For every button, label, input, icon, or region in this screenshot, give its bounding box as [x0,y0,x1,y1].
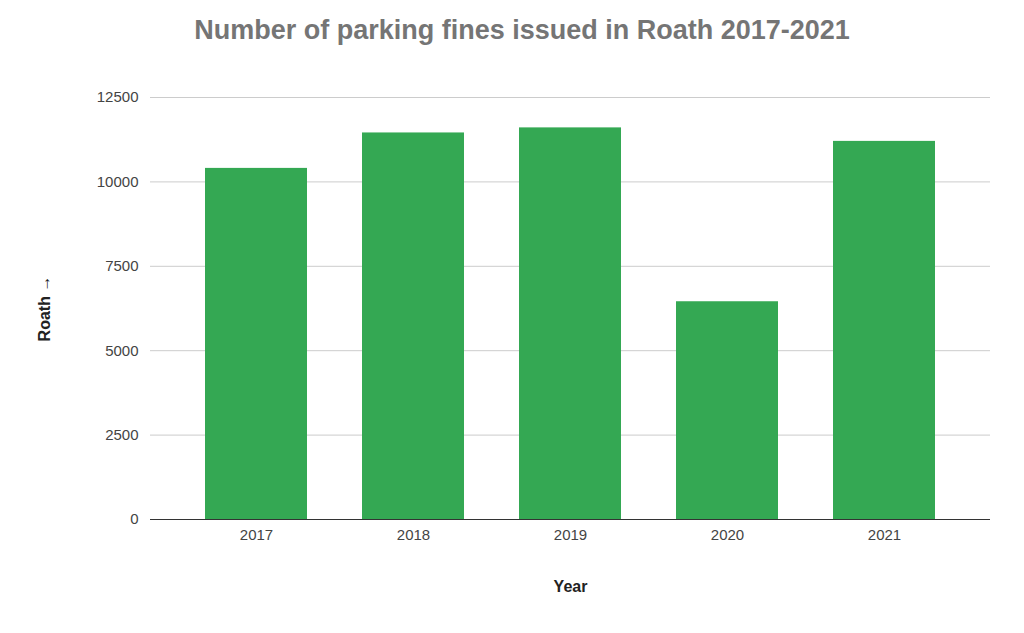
svg-text:2020: 2020 [711,526,744,543]
svg-text:Year: Year [554,578,588,595]
svg-text:2019: 2019 [554,526,587,543]
svg-text:Roath →: Roath → [36,276,53,342]
svg-text:5000: 5000 [105,342,138,359]
svg-text:2017: 2017 [240,526,273,543]
svg-text:2018: 2018 [397,526,430,543]
svg-text:0: 0 [130,510,138,527]
svg-text:12500: 12500 [97,88,139,105]
html-text:Number of parking fines issued: Number of parking fines issued in Roath … [194,15,850,45]
svg-text:2500: 2500 [105,426,138,443]
svg-text:7500: 7500 [105,257,138,274]
svg-text:2021: 2021 [868,526,901,543]
svg-text:10000: 10000 [97,173,139,190]
